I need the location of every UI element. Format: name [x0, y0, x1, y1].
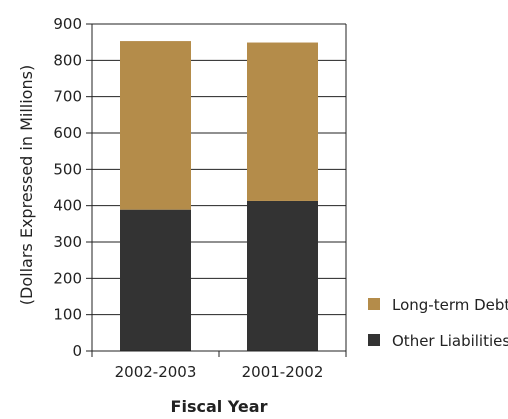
y-tick-label: 700 — [53, 88, 82, 106]
y-tick-label: 400 — [53, 197, 82, 215]
y-tick-label: 500 — [53, 160, 82, 178]
legend-label: Long-term Debt — [392, 296, 508, 314]
y-tick-label: 100 — [53, 306, 82, 324]
x-tick-label: 2002-2003 — [115, 363, 197, 381]
legend-swatch — [368, 334, 380, 346]
bar-segment-long-term-debt — [247, 42, 318, 201]
y-tick-label: 200 — [53, 269, 82, 287]
legend-swatch — [368, 298, 380, 310]
x-tick-label: 2001-2002 — [242, 363, 324, 381]
y-tick-label: 300 — [53, 233, 82, 251]
y-tick-labels: 0 100 200 300 400 500 600 700 800 900 — [53, 15, 92, 360]
y-tick-label: 800 — [53, 51, 82, 69]
x-axis-label: Fiscal Year — [171, 397, 268, 416]
bar-segment-other-liabilities — [247, 200, 318, 351]
x-tick-labels: 2002-2003 2001-2002 — [91, 351, 347, 381]
y-axis-label: (Dollars Expressed in Millions) — [17, 65, 36, 305]
legend: Long-term Debt Other Liabilities — [368, 296, 508, 350]
y-tick-label: 0 — [72, 342, 82, 360]
bars — [120, 41, 318, 351]
y-tick-label: 600 — [53, 124, 82, 142]
legend-label: Other Liabilities — [392, 332, 508, 350]
bar-segment-long-term-debt — [120, 41, 191, 210]
bar-segment-other-liabilities — [120, 209, 191, 351]
y-tick-label: 900 — [53, 15, 82, 33]
